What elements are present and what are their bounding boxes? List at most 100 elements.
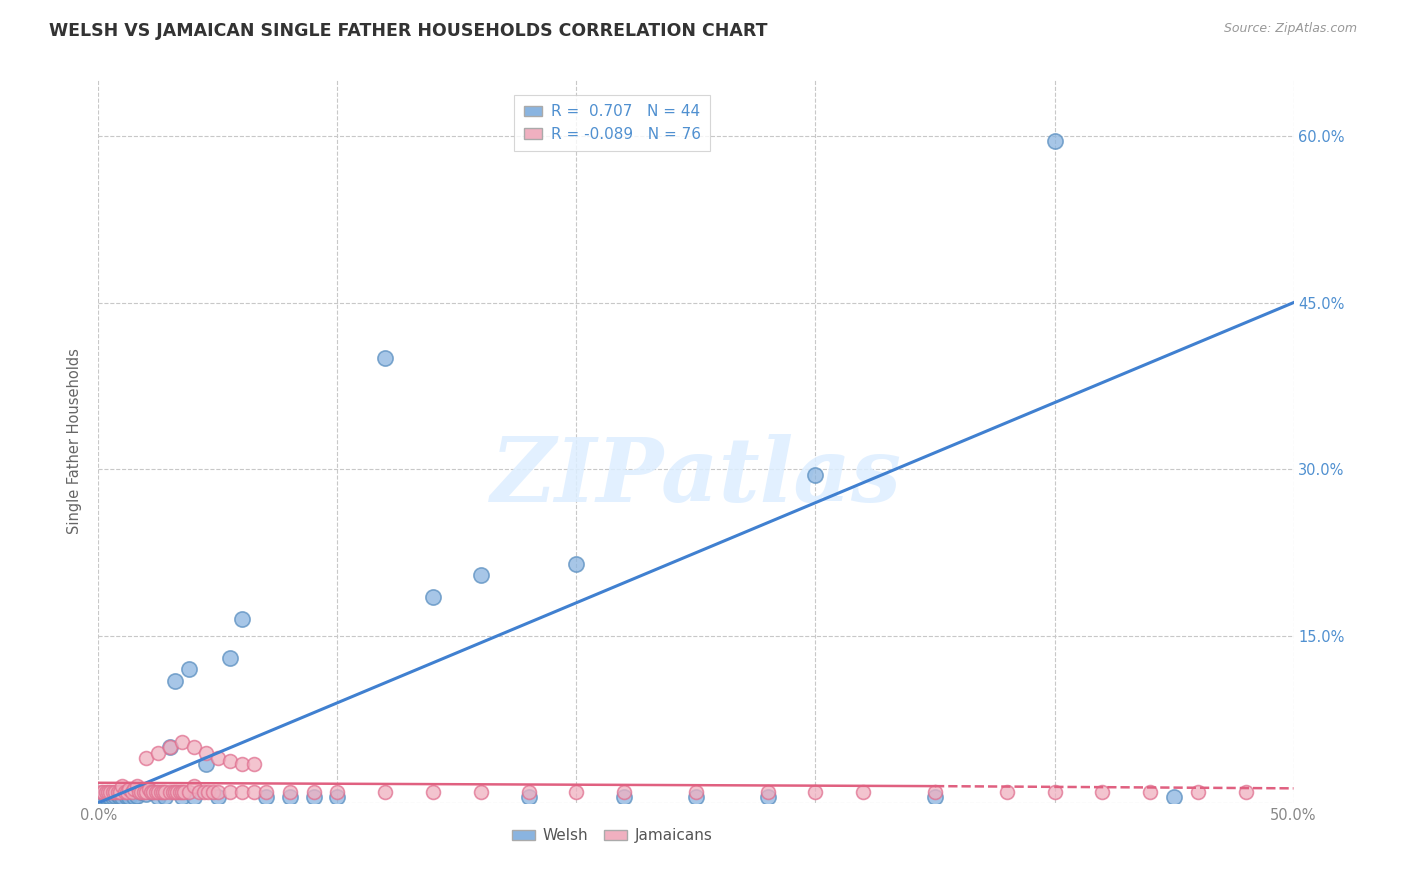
Point <box>131 785 153 799</box>
Point <box>139 785 162 799</box>
Point <box>202 785 225 799</box>
Point <box>90 790 112 805</box>
Point <box>107 788 129 802</box>
Point <box>470 568 492 582</box>
Point <box>183 790 205 805</box>
Point <box>108 790 131 805</box>
Point <box>517 790 540 805</box>
Point <box>565 785 588 799</box>
Point <box>804 785 827 799</box>
Point <box>195 746 218 760</box>
Point <box>125 779 148 793</box>
Point <box>470 785 492 799</box>
Point <box>118 790 141 805</box>
Point <box>219 754 242 768</box>
Point <box>326 785 349 799</box>
Point <box>179 662 201 676</box>
Point <box>1139 785 1161 799</box>
Point <box>173 785 195 799</box>
Text: Source: ZipAtlas.com: Source: ZipAtlas.com <box>1223 22 1357 36</box>
Point <box>1163 790 1185 805</box>
Point <box>97 789 120 804</box>
Point <box>172 785 194 799</box>
Point <box>685 790 707 805</box>
Point <box>163 785 186 799</box>
Point <box>207 751 229 765</box>
Point <box>94 785 117 799</box>
Point <box>193 785 215 799</box>
Point <box>179 785 201 799</box>
Point <box>101 785 124 799</box>
Point <box>135 785 157 799</box>
Point <box>124 790 146 805</box>
Point <box>148 785 170 799</box>
Point <box>111 790 134 805</box>
Point <box>104 785 127 799</box>
Point <box>1091 785 1114 799</box>
Point <box>243 785 266 799</box>
Y-axis label: Single Father Households: Single Father Households <box>67 349 83 534</box>
Point <box>231 785 253 799</box>
Point <box>155 790 177 805</box>
Point <box>374 785 396 799</box>
Point <box>422 785 444 799</box>
Point <box>302 790 325 805</box>
Point <box>132 785 155 799</box>
Point <box>131 785 153 799</box>
Point <box>756 785 779 799</box>
Point <box>121 785 143 799</box>
Point <box>138 782 160 797</box>
Point <box>254 790 277 805</box>
Point <box>101 790 124 805</box>
Point <box>565 557 588 571</box>
Point <box>231 612 253 626</box>
Point <box>1234 785 1257 799</box>
Point <box>278 785 301 799</box>
Point <box>98 790 122 805</box>
Point <box>114 785 136 799</box>
Point <box>183 779 205 793</box>
Point <box>207 790 229 805</box>
Point <box>374 351 396 366</box>
Point <box>91 785 114 799</box>
Point <box>302 785 325 799</box>
Point <box>145 785 167 799</box>
Point <box>149 785 172 799</box>
Point <box>231 756 253 771</box>
Point <box>756 790 779 805</box>
Point <box>924 785 946 799</box>
Point <box>128 785 150 799</box>
Point <box>142 785 165 799</box>
Point <box>219 651 242 665</box>
Point <box>107 785 129 799</box>
Point <box>187 785 209 799</box>
Point <box>1187 785 1209 799</box>
Point <box>613 790 636 805</box>
Point <box>152 785 174 799</box>
Point <box>613 785 636 799</box>
Point <box>995 785 1018 799</box>
Point <box>135 787 157 801</box>
Point <box>278 790 301 805</box>
Point <box>183 740 205 755</box>
Legend: Welsh, Jamaicans: Welsh, Jamaicans <box>506 822 718 849</box>
Point <box>97 785 120 799</box>
Point <box>115 785 138 799</box>
Point <box>852 785 875 799</box>
Point <box>195 756 218 771</box>
Point <box>172 790 194 805</box>
Point <box>148 790 170 805</box>
Point <box>139 785 162 799</box>
Point <box>115 790 138 805</box>
Point <box>254 785 277 799</box>
Point <box>118 782 141 797</box>
Point <box>924 790 946 805</box>
Point <box>804 467 827 482</box>
Point <box>111 779 134 793</box>
Point <box>1043 785 1066 799</box>
Point <box>124 782 146 797</box>
Point <box>172 734 194 748</box>
Point <box>94 790 117 805</box>
Point <box>326 790 349 805</box>
Point <box>685 785 707 799</box>
